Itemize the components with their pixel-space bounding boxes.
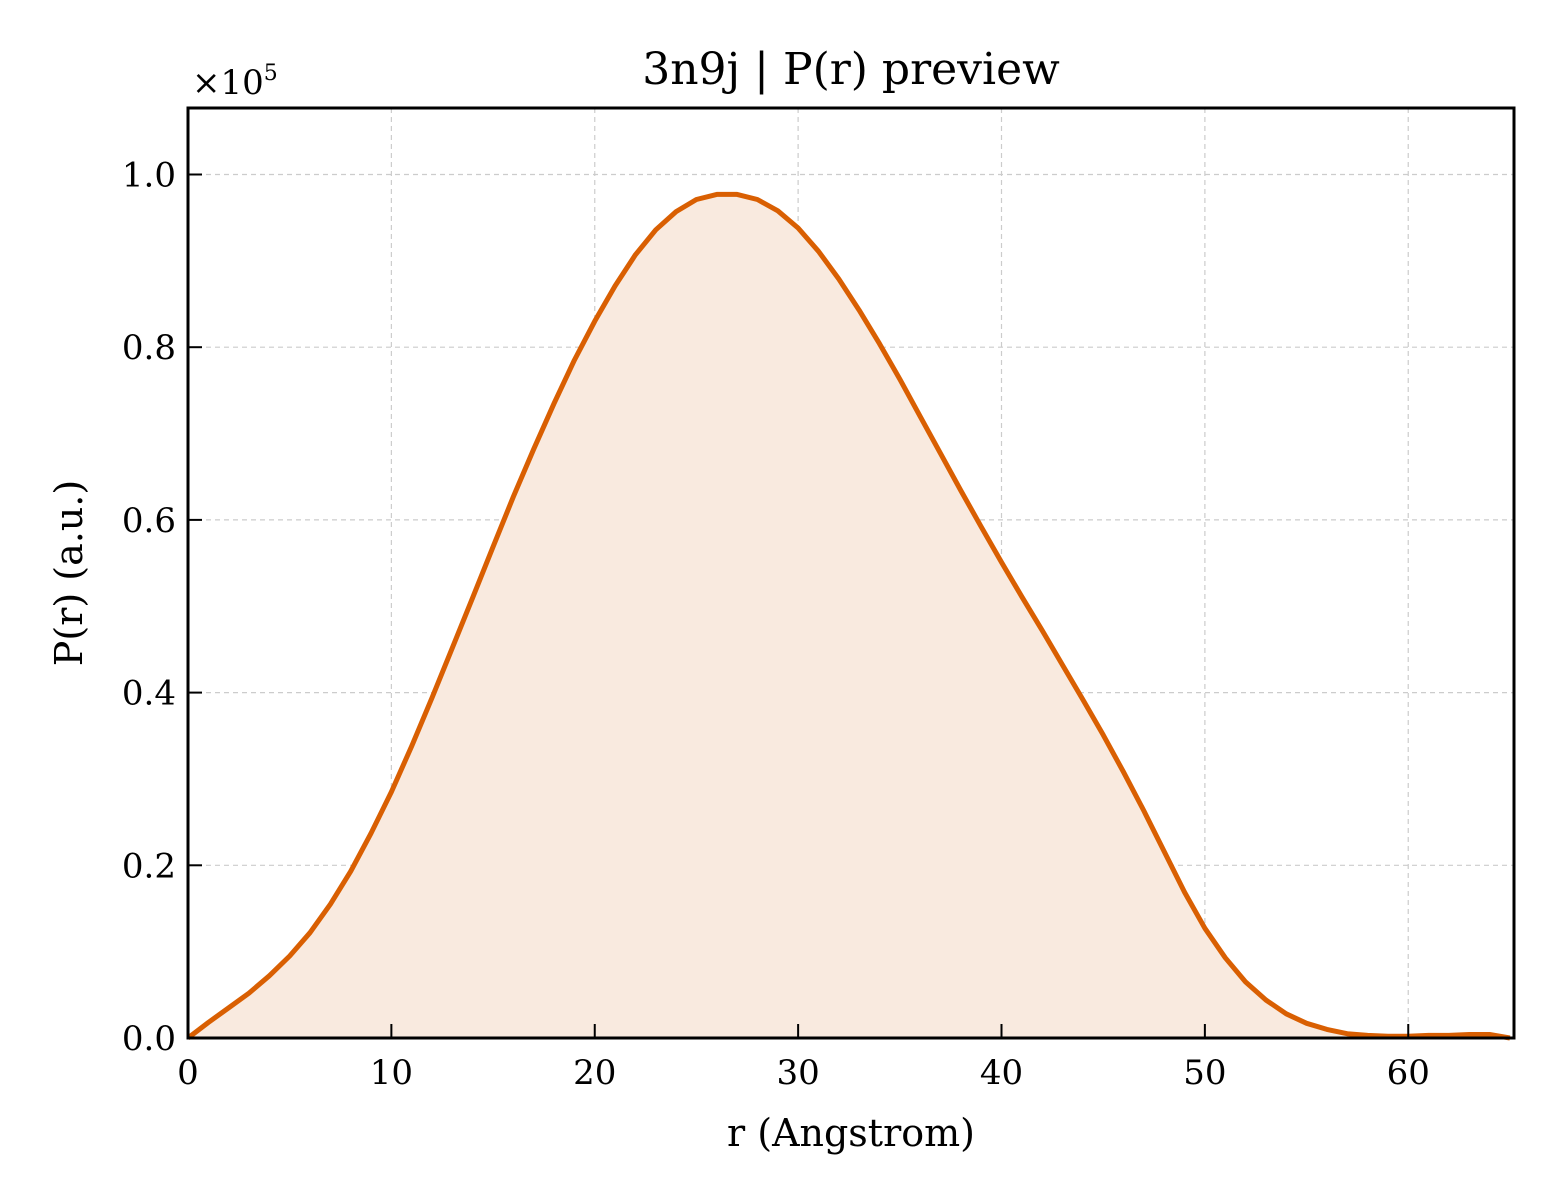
y-tick-label: 0.6 (122, 501, 176, 541)
plot-frame (186, 106, 1516, 1040)
pr-series-line (186, 191, 1511, 1041)
y-tick-label: 0.0 (122, 1019, 176, 1059)
x-tick-label: 50 (1183, 1053, 1226, 1093)
chart-title: 3n9j | P(r) preview (642, 44, 1060, 95)
x-tick-label: 0 (177, 1053, 199, 1093)
y-multiplier-exponent: 5 (264, 61, 278, 86)
y-tick-label: 0.4 (122, 674, 176, 714)
x-tick-label: 20 (573, 1053, 616, 1093)
tick-label-layer: 0 10 20 30 40 50 60 0.0 0.2 0.4 0.6 0.8 1.0 (122, 155, 1430, 1093)
x-tick-label: 40 (980, 1053, 1023, 1093)
y-tick-label: 0.2 (122, 846, 176, 886)
y-axis-multiplier: ×105 (192, 61, 278, 103)
x-tick-label: 60 (1387, 1053, 1430, 1093)
y-tick-label: 1.0 (122, 155, 176, 195)
x-axis-label: r (Angstrom) (727, 1111, 975, 1155)
x-tick-label: 10 (370, 1053, 413, 1093)
x-tick-label: 30 (776, 1053, 819, 1093)
y-multiplier-base: ×10 (192, 63, 264, 103)
y-axis-label: P(r) (a.u.) (47, 480, 91, 666)
y-tick-label: 0.8 (122, 328, 176, 368)
pr-area-fill (188, 194, 1510, 1038)
